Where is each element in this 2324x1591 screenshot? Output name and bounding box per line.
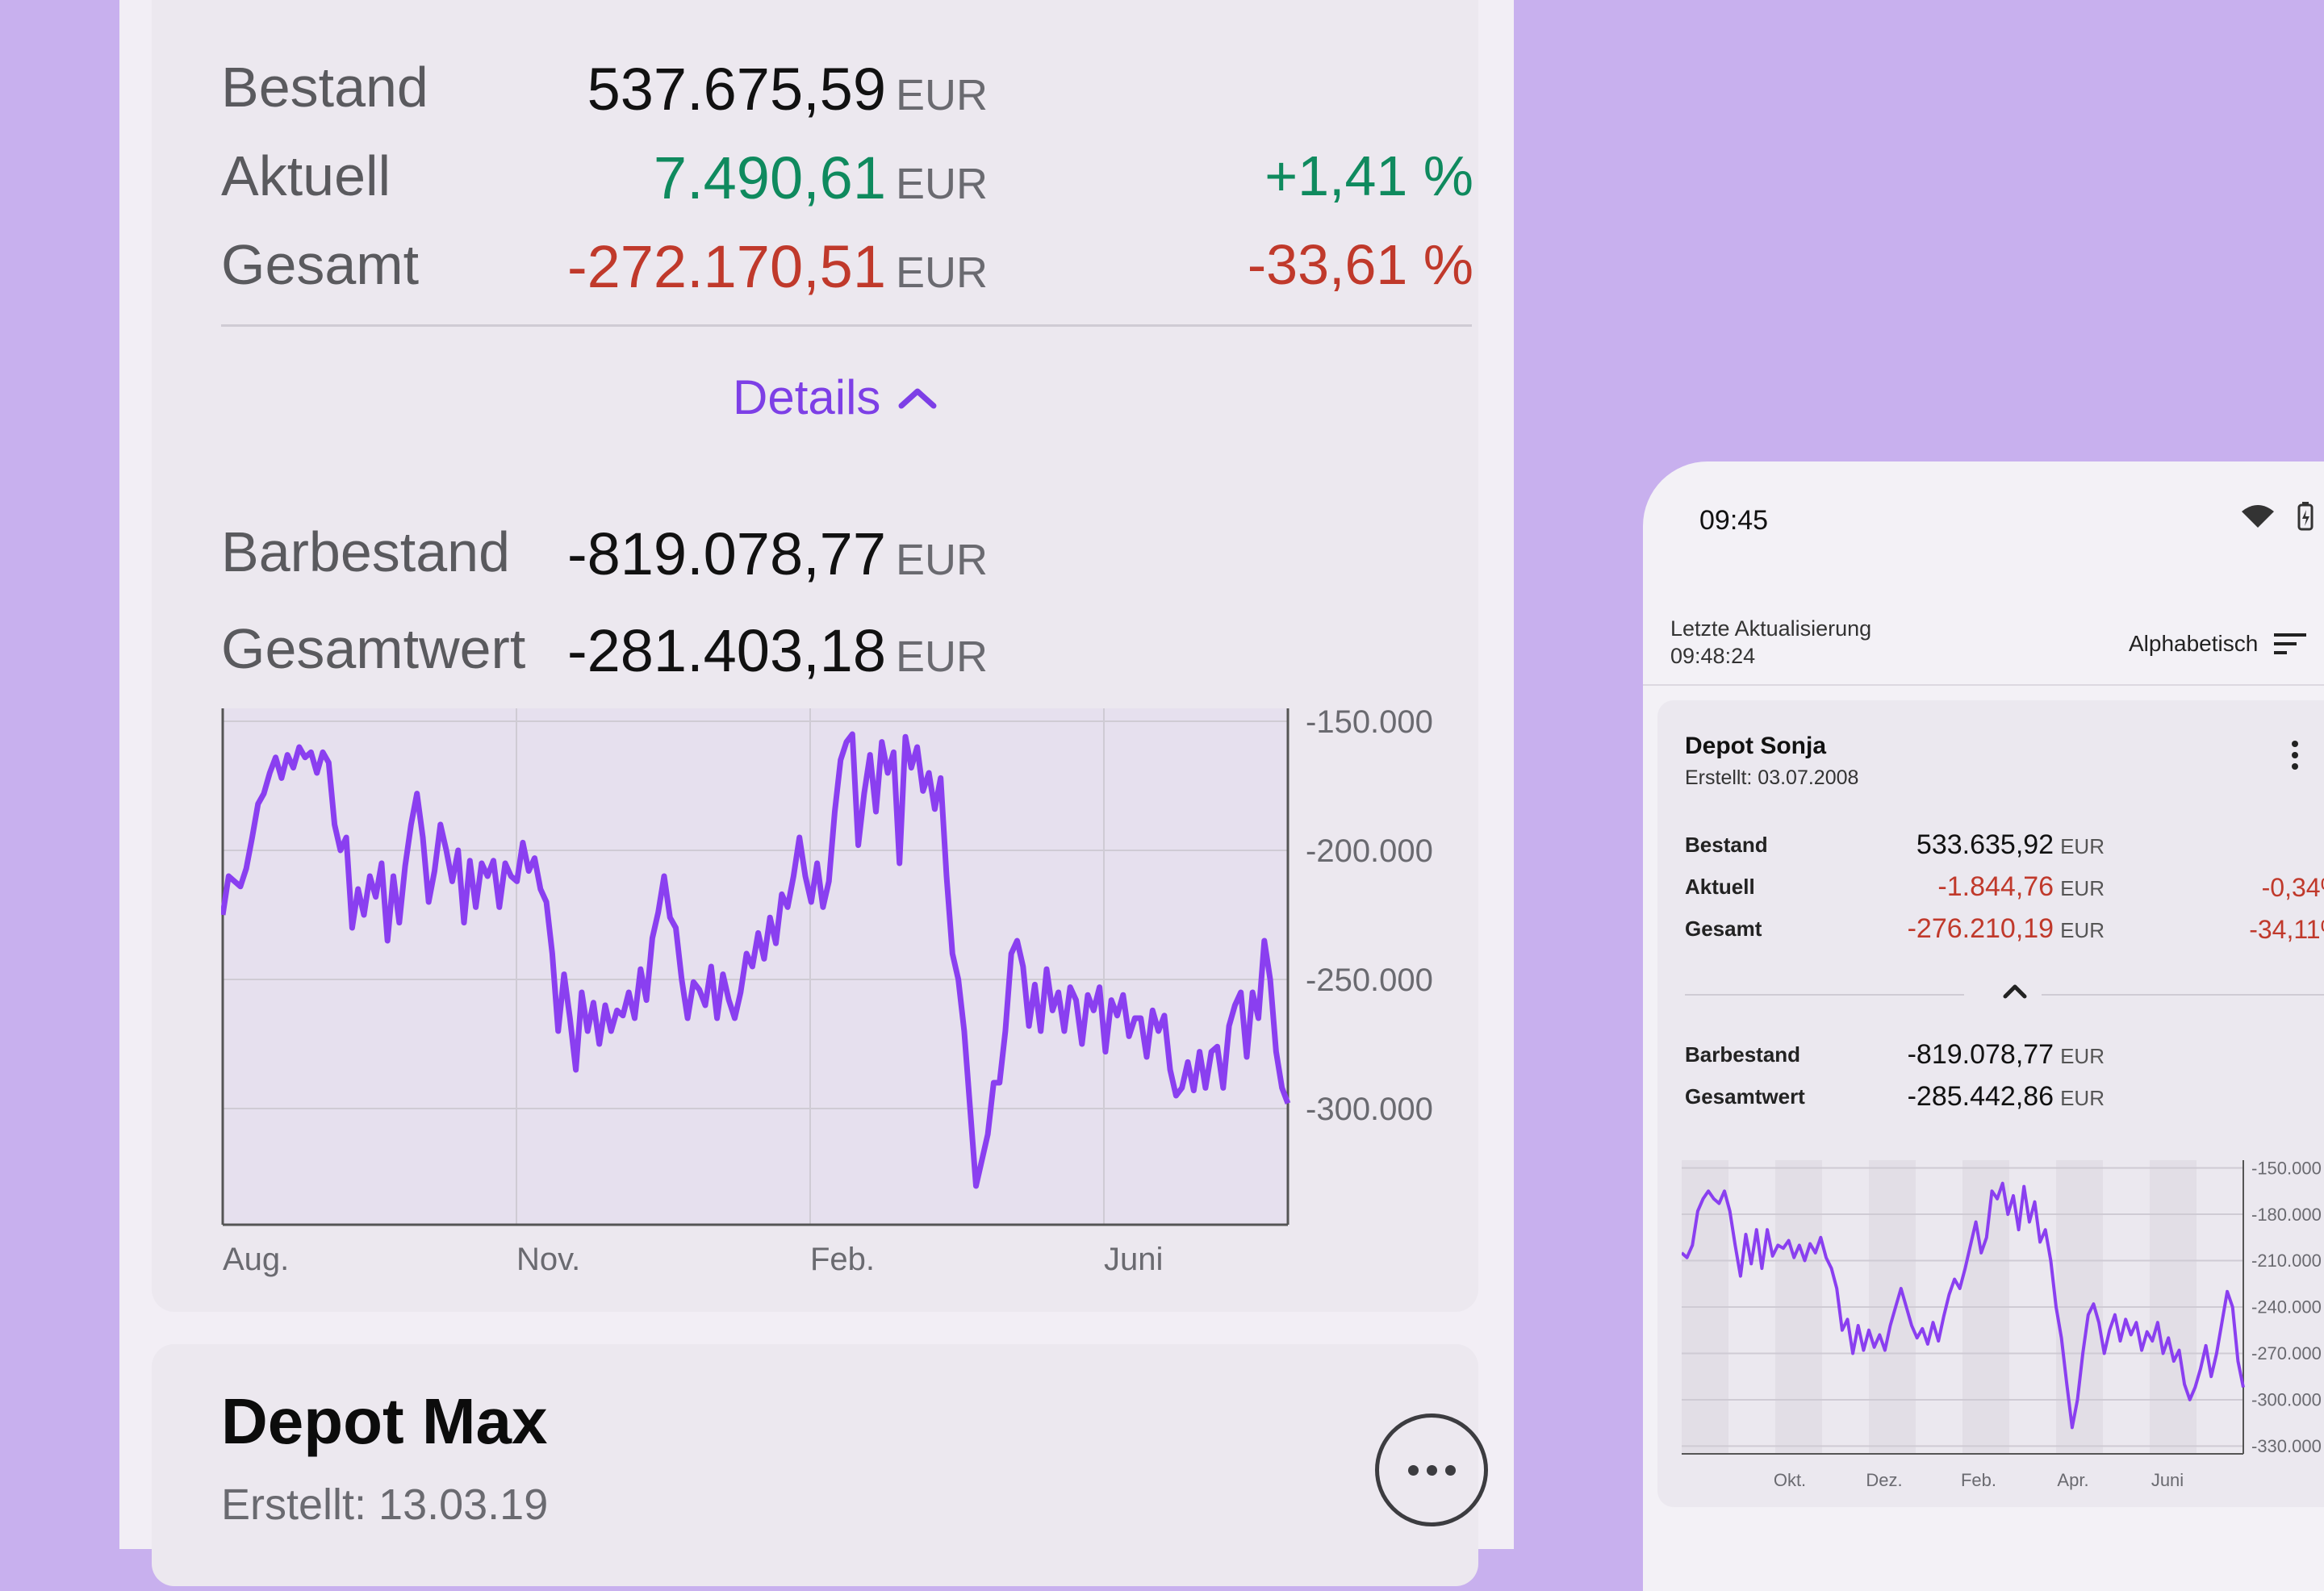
y-tick-label: -150.000: [2251, 1158, 2322, 1178]
more-options-button[interactable]: [1375, 1414, 1488, 1526]
row-label: Bestand: [221, 56, 428, 119]
row-percent: -34,11%: [2249, 915, 2324, 944]
row-percent: +1,41 %: [1264, 144, 1473, 207]
y-tick-label: -250.000: [1306, 963, 1433, 998]
summary-row-aktuell: Aktuell 7.490,61 EUR +1,41 %: [221, 144, 1473, 232]
status-time: 09:45: [1699, 505, 1769, 536]
row-label: Gesamtwert: [1685, 1084, 1805, 1109]
row-label: Gesamt: [1685, 917, 1762, 941]
cash-row-barbestand: Barbestand -819.078,77 EUR: [1685, 1039, 2324, 1083]
chevron-up-icon: [898, 388, 937, 408]
y-tick-label: -200.000: [1306, 833, 1433, 869]
row-amount: -285.442,86 EUR: [1907, 1081, 2105, 1112]
divider: [1685, 994, 1964, 996]
phone-preview: 09:45 Letzte Aktualisierung 09:48:24 Alp…: [1643, 461, 2324, 1591]
row-percent: -33,61 %: [1247, 233, 1473, 296]
value-chart: -150.000 -200.000 -250.000 -300.000 Aug. Nov.…: [221, 708, 1433, 1277]
wifi-icon: [2242, 505, 2274, 528]
y-tick-label: -270.000: [2251, 1343, 2322, 1363]
sort-button[interactable]: Alphabetisch: [2129, 631, 2308, 657]
x-tick-label: Apr.: [2057, 1470, 2088, 1490]
status-icons: [2240, 502, 2314, 531]
row-percent: -0,34%: [2261, 873, 2324, 902]
depot-created: Erstellt: 13.03.19: [221, 1480, 549, 1529]
summary-row-bestand: Bestand 533.635,92 EUR: [1685, 829, 2324, 873]
y-tick-label: -180.000: [2251, 1205, 2322, 1225]
depot-card-max: Depot Max Erstellt: 13.03.19: [152, 1344, 1488, 1586]
details-label: Details: [733, 370, 881, 424]
x-tick-label: Okt.: [1774, 1470, 1806, 1490]
more-options-icon[interactable]: [2292, 741, 2298, 770]
x-tick-label: Feb.: [810, 1242, 875, 1277]
x-tick-label: Feb.: [1961, 1470, 1996, 1490]
summary-row-bestand: Bestand 537.675,59 EUR: [221, 55, 1472, 144]
plot-area: [223, 708, 1288, 1225]
series-line: [221, 731, 1291, 1189]
sort-icon: [2274, 633, 2307, 654]
x-tick-label: Nov.: [516, 1242, 580, 1277]
y-tick-label: -150.000: [1306, 708, 1433, 740]
divider: [1643, 684, 2324, 686]
dot: [1407, 1464, 1419, 1476]
y-tick-label: -330.000: [2251, 1436, 2322, 1456]
row-amount: 537.675,59 EUR: [587, 56, 988, 123]
battery-icon: [2297, 502, 2314, 531]
x-tick-label: Juni: [1104, 1242, 1163, 1277]
row-label: Gesamt: [221, 233, 420, 296]
row-amount: -276.210,19 EUR: [1907, 913, 2105, 944]
last-update-time: 09:48:24: [1670, 644, 1756, 668]
row-label: Aktuell: [1685, 875, 1755, 899]
summary-row-gesamt: Gesamt -272.170,51 EUR -33,61 %: [221, 232, 1473, 321]
row-amount: -819.078,77 EUR: [1907, 1039, 2105, 1070]
value-chart: -150.000 -180.000 -210.000 -240.000 -270.000…: [1682, 1158, 2322, 1490]
depot-card-sonja: Depot Sonja Erstellt: 03.07.2008 Bestand…: [1657, 700, 2324, 1507]
dot: [1426, 1464, 1437, 1476]
row-amount: 533.635,92 EUR: [1916, 829, 2105, 860]
depot-title: Depot Sonja: [1685, 733, 1827, 759]
row-amount: -281.403,18 EUR: [566, 617, 988, 684]
y-tick-label: -300.000: [1306, 1092, 1433, 1127]
x-tick-label: Dez.: [1866, 1470, 1902, 1490]
row-label: Gesamtwert: [221, 617, 526, 680]
divider: [221, 324, 1472, 327]
row-amount: -272.170,51 EUR: [566, 233, 988, 300]
cash-row-gesamtwert: Gesamtwert -281.403,18 EUR: [221, 616, 1472, 705]
row-amount: -819.078,77 EUR: [566, 520, 988, 587]
dot: [1444, 1464, 1456, 1476]
row-label: Barbestand: [1685, 1042, 1801, 1067]
series-line: [1682, 1181, 2245, 1430]
y-tick-label: -240.000: [2251, 1297, 2322, 1317]
details-toggle-button[interactable]: Details: [733, 370, 937, 425]
depot-card: Bestand 537.675,59 EUR Aktuell 7.490,61 EU…: [152, 0, 1478, 1312]
row-amount: -1.844,76 EUR: [1937, 871, 2105, 902]
row-amount: 7.490,61 EUR: [653, 144, 988, 211]
depot-list-panel: Bestand 537.675,59 EUR Aktuell 7.490,61 EU…: [119, 0, 1514, 1586]
y-tick-label: -300.000: [2251, 1390, 2322, 1410]
depot-created: Erstellt: 03.07.2008: [1685, 766, 1859, 789]
divider: [2042, 994, 2324, 996]
row-label: Aktuell: [221, 144, 391, 207]
last-update-label: Letzte Aktualisierung: [1670, 616, 1872, 641]
sort-label: Alphabetisch: [2129, 631, 2259, 656]
x-tick-label: Juni: [2151, 1470, 2184, 1490]
cash-row-barbestand: Barbestand -819.078,77 EUR: [221, 520, 1472, 608]
cash-row-gesamtwert: Gesamtwert -285.442,86 EUR: [1685, 1081, 2324, 1125]
depot-title: Depot Max: [221, 1385, 548, 1457]
chevron-up-icon[interactable]: [2003, 981, 2027, 1000]
row-label: Barbestand: [221, 520, 511, 583]
row-label: Bestand: [1685, 833, 1768, 857]
x-tick-label: Aug.: [223, 1242, 289, 1277]
y-tick-label: -210.000: [2251, 1251, 2322, 1271]
